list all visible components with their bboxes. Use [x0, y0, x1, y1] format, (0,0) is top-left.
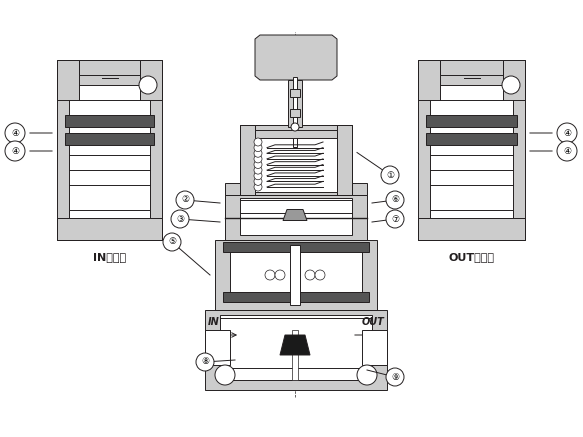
Polygon shape	[418, 60, 440, 100]
Polygon shape	[352, 183, 367, 195]
Text: OUT側通路: OUT側通路	[448, 252, 494, 262]
Text: ⑨: ⑨	[391, 372, 399, 382]
Polygon shape	[283, 209, 307, 221]
Polygon shape	[337, 125, 352, 195]
Polygon shape	[140, 60, 162, 100]
Text: ①: ①	[386, 170, 394, 180]
Text: ⑧: ⑧	[201, 357, 209, 367]
Polygon shape	[205, 310, 387, 390]
Circle shape	[305, 270, 315, 280]
Bar	[430, 210, 513, 218]
Polygon shape	[225, 195, 367, 240]
Bar	[362, 330, 387, 365]
Bar	[440, 60, 503, 75]
Circle shape	[386, 210, 404, 228]
Text: ④: ④	[563, 146, 571, 156]
Circle shape	[557, 123, 577, 143]
Circle shape	[381, 166, 399, 184]
Circle shape	[254, 183, 262, 191]
Bar	[255, 132, 337, 192]
Polygon shape	[280, 335, 310, 355]
Circle shape	[196, 353, 214, 371]
Bar	[290, 89, 300, 97]
Bar	[79, 60, 140, 75]
Bar	[255, 130, 337, 138]
Circle shape	[315, 270, 325, 280]
Text: ④: ④	[11, 146, 19, 156]
Circle shape	[254, 160, 262, 169]
Circle shape	[215, 365, 235, 385]
Circle shape	[386, 191, 404, 209]
Circle shape	[557, 141, 577, 161]
Bar	[57, 218, 162, 240]
Circle shape	[291, 123, 299, 131]
Bar	[290, 245, 300, 305]
Circle shape	[357, 365, 377, 385]
Bar	[426, 115, 517, 127]
Bar	[240, 198, 352, 235]
Text: ⑤: ⑤	[168, 237, 176, 246]
Text: ②: ②	[181, 195, 189, 205]
Circle shape	[254, 172, 262, 180]
Polygon shape	[215, 240, 377, 310]
Polygon shape	[240, 125, 352, 195]
Circle shape	[5, 141, 25, 161]
Bar	[293, 77, 297, 147]
Bar	[69, 85, 150, 215]
Bar	[418, 218, 525, 240]
Bar	[65, 115, 154, 127]
Bar	[292, 330, 298, 380]
Circle shape	[254, 177, 262, 185]
Polygon shape	[418, 60, 525, 240]
Bar	[223, 292, 369, 302]
Bar	[290, 109, 300, 117]
Text: IN側通路: IN側通路	[93, 252, 126, 262]
Polygon shape	[255, 35, 337, 80]
Circle shape	[163, 233, 181, 251]
Circle shape	[171, 210, 189, 228]
Circle shape	[254, 144, 262, 152]
Bar	[69, 210, 150, 218]
Polygon shape	[503, 60, 525, 100]
Bar	[223, 242, 369, 252]
Polygon shape	[240, 125, 255, 195]
Bar	[205, 330, 230, 365]
Circle shape	[254, 149, 262, 157]
Text: ④: ④	[11, 128, 19, 138]
Circle shape	[139, 76, 157, 94]
Circle shape	[254, 155, 262, 163]
Polygon shape	[225, 183, 240, 195]
Bar	[426, 133, 517, 145]
Text: OUT: OUT	[361, 317, 384, 327]
Circle shape	[502, 76, 520, 94]
Circle shape	[5, 123, 25, 143]
Circle shape	[254, 166, 262, 174]
Polygon shape	[57, 60, 79, 100]
Text: ③: ③	[176, 215, 184, 223]
Bar	[220, 315, 372, 380]
Polygon shape	[332, 125, 352, 130]
Circle shape	[386, 368, 404, 386]
Polygon shape	[57, 60, 162, 240]
Text: ⑥: ⑥	[391, 195, 399, 205]
Bar	[430, 85, 513, 215]
Bar	[65, 133, 154, 145]
Circle shape	[275, 270, 285, 280]
Text: IN: IN	[208, 317, 220, 327]
Bar	[288, 80, 302, 127]
Circle shape	[176, 191, 194, 209]
Text: ④: ④	[563, 128, 571, 138]
Circle shape	[265, 270, 275, 280]
Circle shape	[254, 138, 262, 146]
Bar	[230, 244, 362, 302]
Polygon shape	[240, 125, 352, 195]
Text: ⑦: ⑦	[391, 215, 399, 223]
